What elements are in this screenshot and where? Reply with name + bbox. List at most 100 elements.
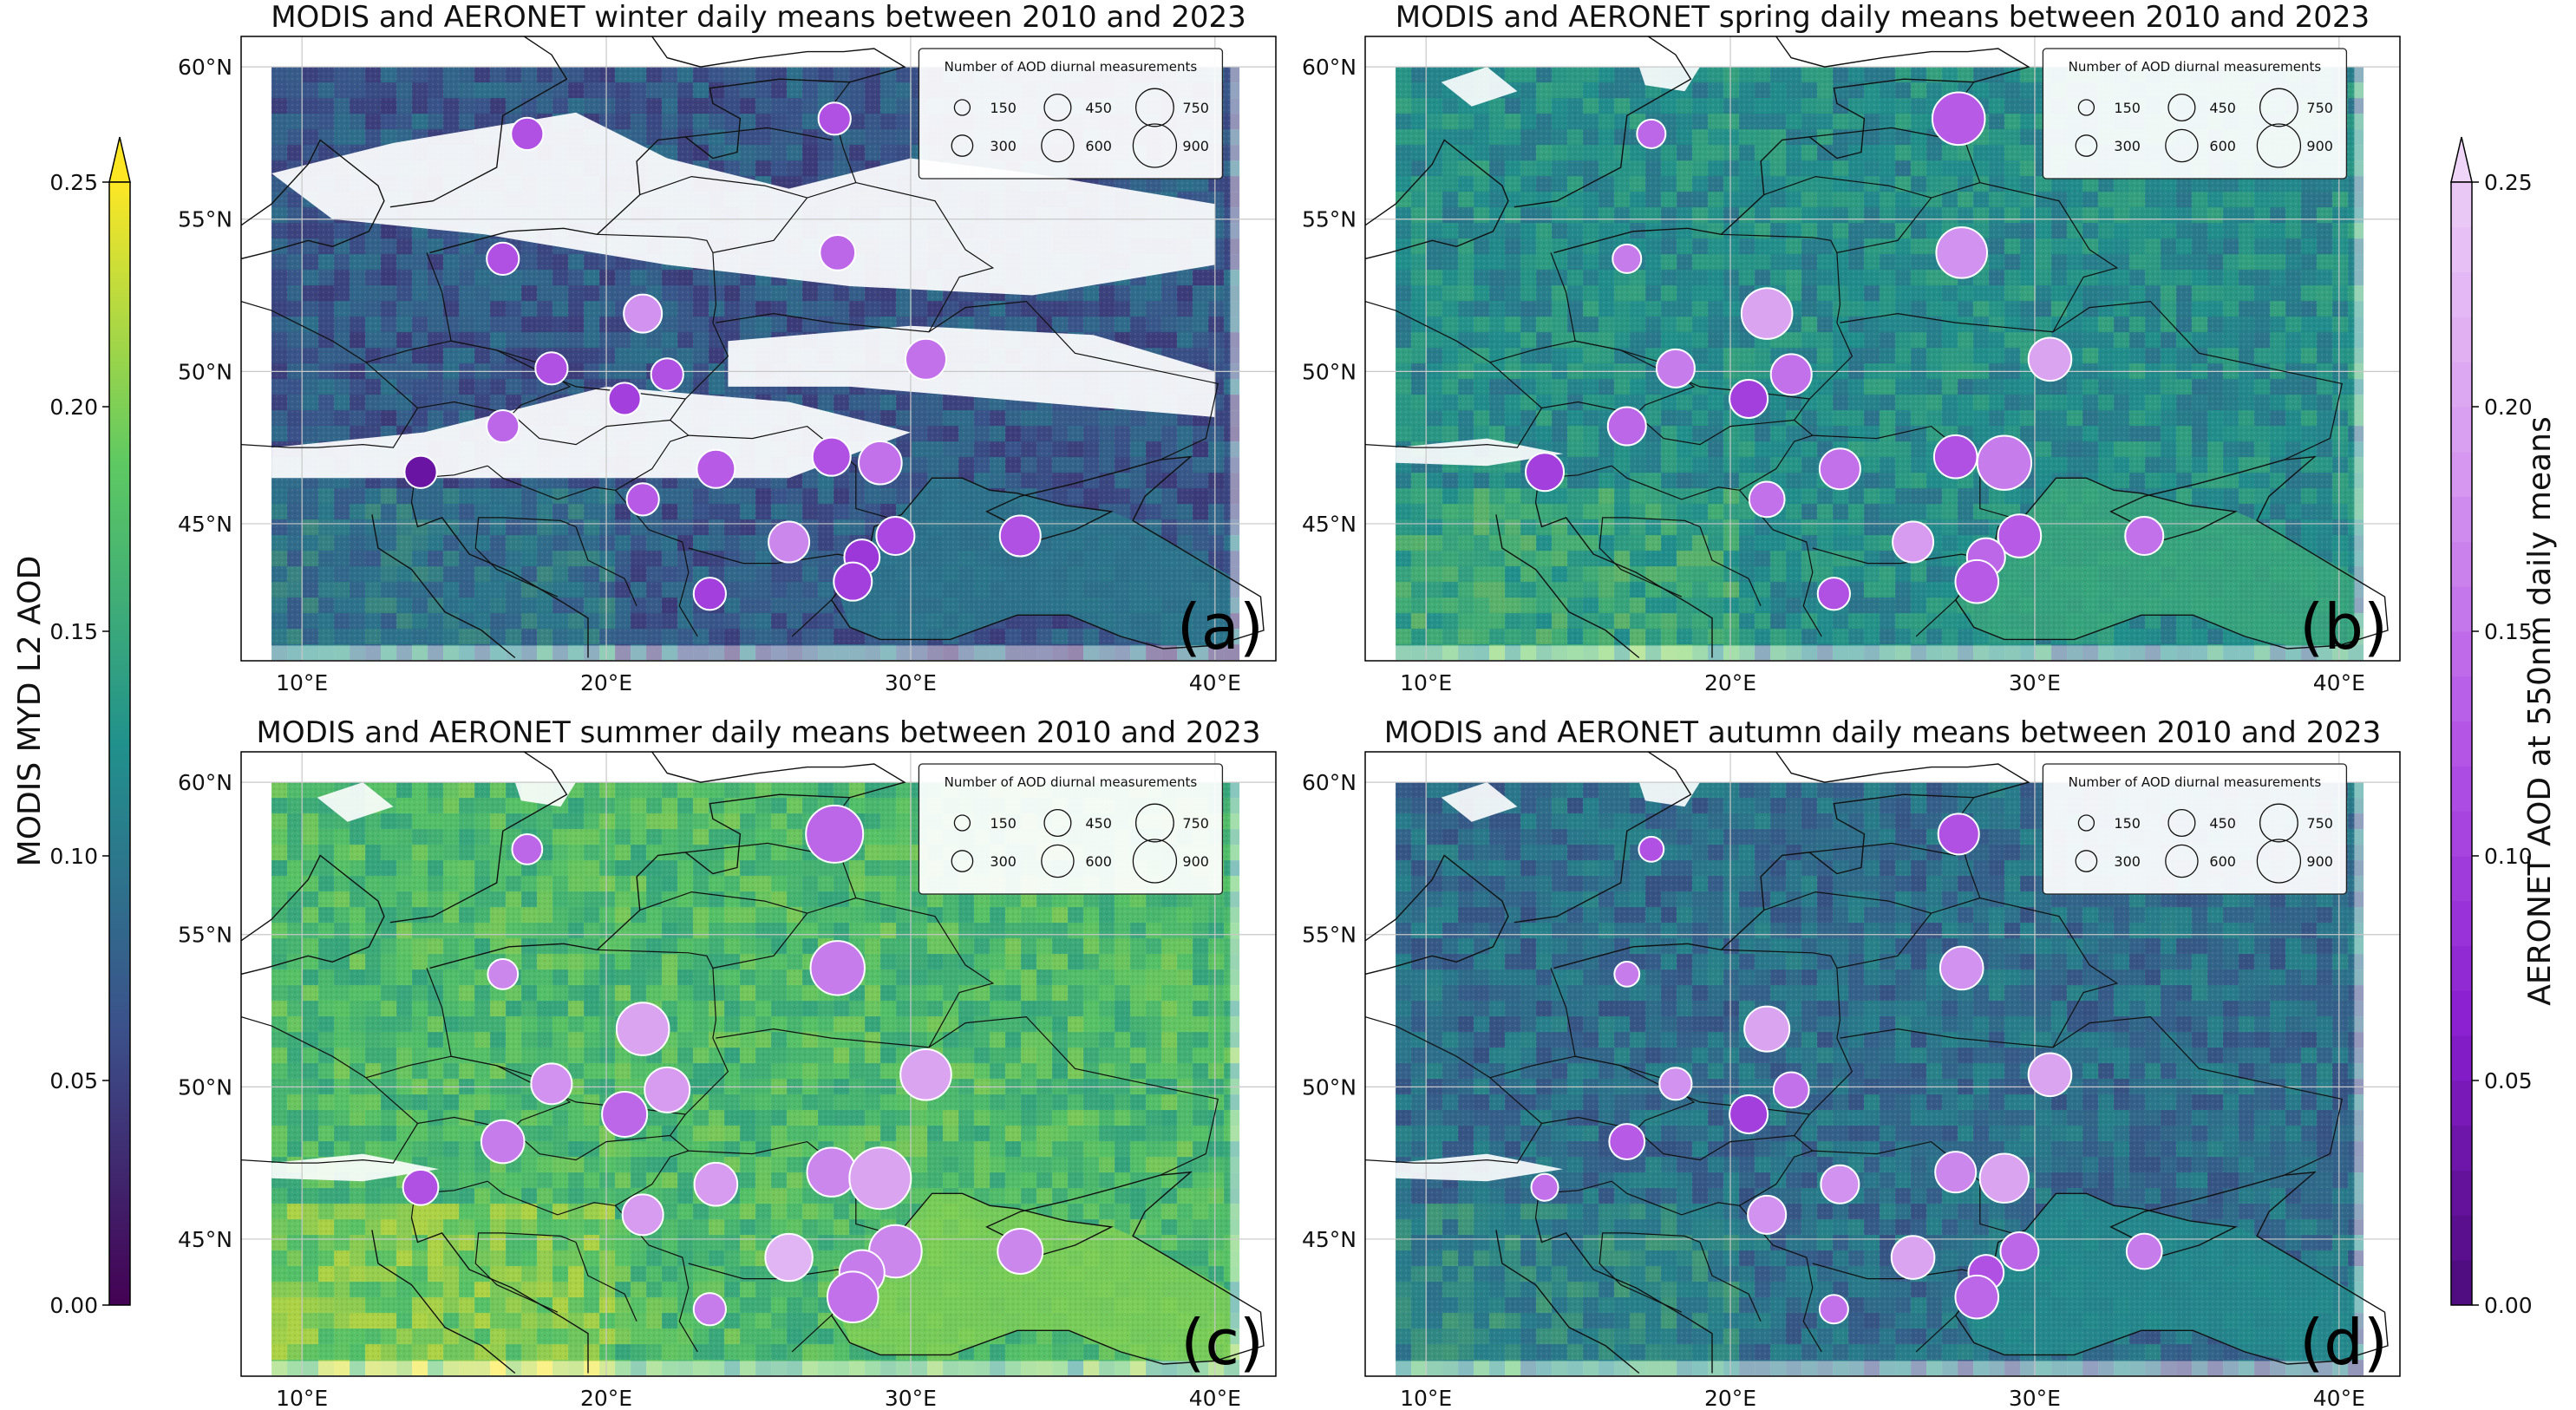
aeronet-station-marker (875, 516, 916, 556)
modis-aod-cell (1411, 644, 1428, 661)
panel-title: MODIS and AERONET spring daily means bet… (1396, 0, 2370, 35)
modis-aod-cell (709, 644, 725, 661)
modis-aod-cell (677, 644, 694, 661)
modis-aod-cell (2192, 644, 2208, 661)
modis-aod-cell (958, 644, 975, 661)
aeronet-colorbar-segment (2451, 945, 2472, 991)
aeronet-colorbar-segment (2451, 900, 2472, 947)
modis-aod-cell (1755, 644, 1771, 661)
aeronet-colorbar-label: AERONET AOD at 550nm daily means (2522, 416, 2558, 1006)
modis-aod-cell (1770, 644, 1787, 661)
modis-aod-cell (459, 644, 475, 661)
aeronet-colorbar-segment (2451, 1170, 2472, 1216)
modis-aod-cell (724, 644, 741, 661)
aeronet-colorbar-segment (2451, 226, 2472, 273)
modis-aod-cell (2176, 644, 2193, 661)
x-tick-label: 20°E (1704, 670, 1756, 695)
missing-data-region (271, 386, 911, 479)
modis-colorbar-tick-label: 0.00 (49, 1293, 98, 1318)
modis-aod-cell (2161, 644, 2177, 661)
modis-aod-cell (2114, 644, 2130, 661)
country-border (639, 175, 807, 199)
coastline (831, 455, 1265, 650)
aeronet-colorbar-tick-label: 0.00 (2484, 1293, 2533, 1318)
aeronet-station-marker (1606, 406, 1647, 447)
aeronet-station-marker (817, 101, 852, 136)
aeronet-colorbar-segment (2451, 721, 2472, 767)
legend-box (918, 48, 1224, 180)
legend-size-marker (1132, 123, 1178, 168)
x-tick-label: 40°E (1189, 670, 1241, 695)
aeronet-station-marker (1729, 378, 1769, 419)
modis-colorbar-bar (108, 181, 131, 1306)
coastline (389, 36, 568, 208)
modis-aod-cell (271, 644, 288, 661)
modis-colorbar-label: MODIS MYD L2 AOD (12, 556, 48, 867)
modis-aod-cell (365, 644, 382, 661)
modis-aod-cell (584, 644, 600, 661)
x-tick-label: 30°E (2009, 670, 2061, 695)
map-panel-a: MODIS and AERONET winter daily means bet… (178, 0, 1277, 695)
coastline (429, 36, 906, 254)
aeronet-station-marker (696, 448, 736, 489)
coastline (371, 514, 516, 659)
modis-aod-cell (1583, 644, 1599, 661)
modis-aod-cell (1146, 644, 1162, 661)
country-border (1809, 127, 1956, 140)
modis-aod-cell (1614, 644, 1631, 661)
aeronet-station-marker (2124, 516, 2165, 556)
aeronet-colorbar-segment (2451, 586, 2472, 632)
legend-size-label: 600 (1085, 138, 1112, 154)
country-border (1915, 599, 1957, 637)
modis-aod-cell (849, 644, 866, 661)
coastline (1495, 514, 1640, 659)
missing-data-region (1441, 67, 1518, 107)
y-tick-label: 45°N (178, 512, 232, 537)
modis-aod-cell (1911, 644, 1927, 661)
modis-aod-cell (2004, 644, 2021, 661)
aeronet-station-marker (1954, 558, 2000, 604)
modis-aod-cell (1474, 644, 1490, 661)
modis-aod-cell (974, 644, 991, 661)
y-tick-label: 55°N (178, 207, 232, 232)
modis-aod-cell (2129, 644, 2146, 661)
country-border (791, 599, 833, 637)
aeronet-station-marker (1892, 520, 1935, 564)
modis-colorbar-tick-label: 0.10 (49, 844, 98, 869)
modis-aod-cell (1208, 644, 1225, 661)
modis-aod-cell (1973, 644, 1990, 661)
aeronet-station-marker (811, 436, 852, 477)
aeronet-colorbar-segment (2451, 317, 2472, 362)
modis-aod-cell (1068, 644, 1084, 661)
modis-aod-cell (474, 644, 491, 661)
aeronet-colorbar-segment (2451, 1080, 2472, 1126)
modis-aod-cell (2082, 644, 2099, 661)
legend-size-marker (2165, 128, 2199, 163)
modis-aod-cell (2145, 644, 2161, 661)
modis-aod-cell (1864, 644, 1880, 661)
aeronet-station-marker (1636, 118, 1667, 149)
modis-aod-cell (1536, 644, 1553, 661)
modis-aod-cell (2020, 644, 2037, 661)
modis-aod-cell (2223, 644, 2239, 661)
modis-aod-cell (1021, 644, 1037, 661)
legend-title: Number of AOD diurnal measurements (945, 59, 1198, 75)
modis-aod-cell (412, 644, 428, 661)
aeronet-colorbar-segment (2451, 856, 2472, 902)
modis-aod-cell (1052, 644, 1069, 661)
panel-title: MODIS and AERONET winter daily means bet… (271, 0, 1246, 35)
modis-colorbar-tick-label: 0.15 (49, 619, 98, 644)
aeronet-station-marker (1935, 226, 1989, 279)
coastline (1553, 36, 2030, 254)
modis-aod-cell (1552, 644, 1568, 661)
modis-aod-cell (396, 644, 413, 661)
aeronet-station-marker (768, 520, 811, 564)
modis-colorbar-tick-label: 0.20 (49, 395, 98, 420)
aeronet-station-marker (1997, 513, 2043, 558)
aeronet-station-marker (607, 382, 642, 416)
aeronet-station-marker (819, 233, 857, 271)
country-border (1635, 398, 1810, 446)
aeronet-colorbar-segment (2451, 407, 2472, 453)
modis-aod-cell (1958, 644, 1974, 661)
